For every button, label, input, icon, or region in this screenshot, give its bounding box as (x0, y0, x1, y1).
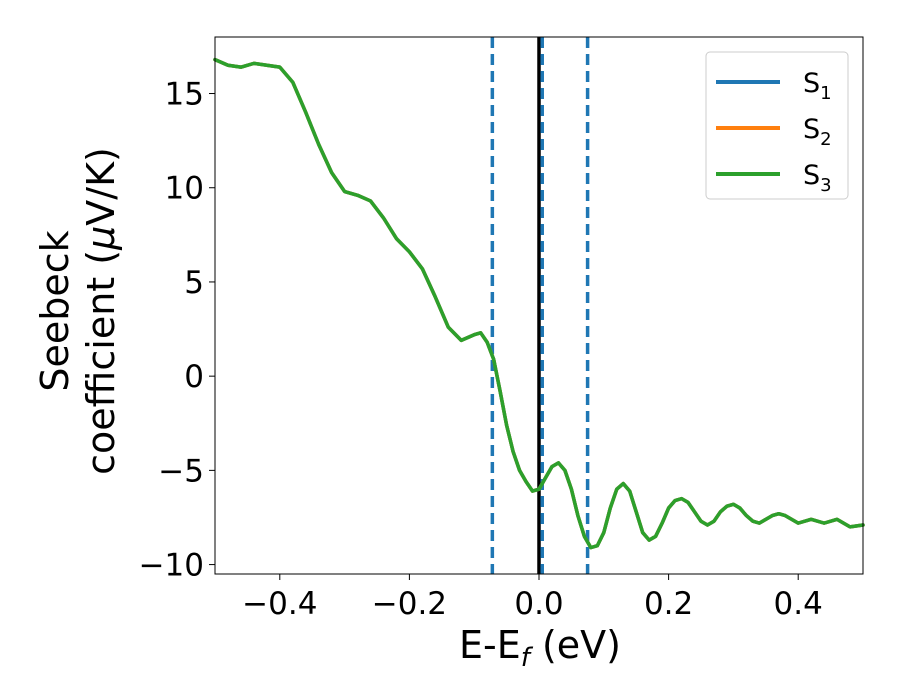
y-tick-label: −10 (139, 548, 204, 584)
y-axis-title-mu: μ (79, 226, 123, 251)
x-tick-label: 0.2 (644, 586, 693, 622)
y-axis-title-line1: Seebeck (33, 230, 77, 391)
legend-label-S2: S2 (803, 114, 832, 150)
y-tick-label: 0 (184, 359, 204, 395)
x-tick-label: −0.4 (242, 586, 317, 622)
x-tick-label: 0.0 (514, 586, 563, 622)
x-axis-title-unit: (eV) (530, 623, 621, 667)
x-axis-ticks: −0.4 −0.2 0.0 0.2 0.4 (242, 574, 823, 622)
y-axis-title-line2: coefficient (μV/K) (79, 147, 123, 475)
series-line-S3 (213, 57, 865, 550)
y-tick-label: 5 (184, 265, 204, 301)
legend: S1 S2 S3 (705, 51, 849, 200)
legend-label-S1: S1 (803, 68, 832, 104)
y-tick-label: 10 (165, 171, 204, 207)
legend-box (705, 51, 849, 200)
series-layer (213, 57, 865, 550)
y-tick-label: 15 (165, 77, 204, 113)
x-axis-title: E-Ef (eV) (459, 623, 621, 673)
x-tick-label: 0.4 (774, 586, 823, 622)
y-axis-ticks: −10 −5 0 5 10 15 (139, 77, 215, 584)
y-axis-title: Seebeck coefficient (μV/K) (33, 147, 123, 475)
y-tick-label: −5 (158, 453, 204, 489)
legend-label-S3: S3 (803, 160, 832, 196)
x-tick-label: −0.2 (372, 586, 447, 622)
